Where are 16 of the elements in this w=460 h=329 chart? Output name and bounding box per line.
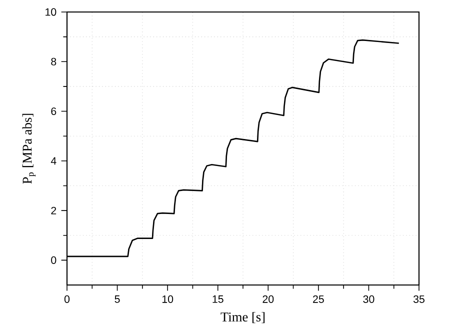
y-tick-label: 4 bbox=[50, 157, 56, 165]
y-tick-label: 8 bbox=[51, 58, 56, 66]
x-tick-label: 30 bbox=[363, 295, 374, 303]
y-tick-label: 6 bbox=[51, 108, 56, 116]
y-axis-title: P$_{p}$ [MPa abs] bbox=[22, 114, 36, 184]
y-tick-label: 0 bbox=[51, 256, 56, 264]
y-tick-label: 2 bbox=[51, 206, 56, 214]
x-tick-label: 15 bbox=[212, 295, 224, 303]
x-tick-label: 25 bbox=[313, 295, 324, 303]
x-tick-label: 5 bbox=[114, 295, 120, 303]
x-tick-label: 35 bbox=[413, 295, 424, 303]
y-tick-label: 10 bbox=[46, 8, 56, 16]
x-tick-label: 0 bbox=[64, 295, 70, 303]
x-tick-label: 20 bbox=[262, 295, 274, 303]
x-axis-title: Time [s] bbox=[220, 312, 265, 324]
x-tick-label: 10 bbox=[162, 295, 174, 303]
